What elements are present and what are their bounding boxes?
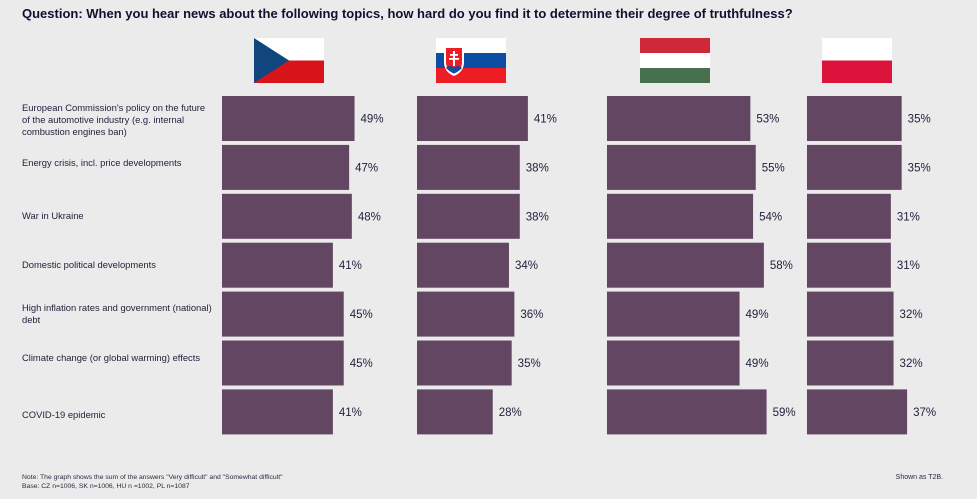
bar-cz	[222, 96, 355, 141]
bar-pl	[807, 340, 894, 386]
bar-value-label: 45%	[350, 309, 373, 321]
bar-pl	[807, 96, 902, 141]
category-label: European Commission's policy on the futu…	[22, 102, 206, 137]
bar-hu	[607, 242, 764, 288]
category-label: Domestic political developments	[22, 259, 156, 270]
czech-flag-icon	[254, 38, 324, 83]
bar-value-label: 37%	[913, 407, 936, 419]
footnote-line: Base: CZ n=1006, SK n=1006, HU n =1002, …	[22, 483, 190, 490]
bar-value-label: 28%	[499, 407, 522, 419]
bar-pl	[807, 291, 894, 337]
bar-hu	[607, 389, 767, 435]
bar-value-label: 49%	[746, 309, 769, 321]
bar-sk	[417, 144, 520, 190]
bar-value-label: 31%	[897, 260, 920, 272]
bar-value-label: 47%	[355, 162, 378, 174]
bar-value-label: 41%	[339, 260, 362, 272]
bar-sk	[417, 340, 512, 386]
bar-value-label: 35%	[908, 114, 931, 126]
bar-value-label: 54%	[759, 211, 782, 223]
category-label: War in Ukraine	[22, 210, 84, 221]
bar-value-label: 31%	[897, 211, 920, 223]
bar-value-label: 35%	[518, 358, 541, 370]
footnote: Note: The graph shows the sum of the ans…	[22, 473, 283, 491]
bar-sk	[417, 389, 493, 435]
bar-value-label: 58%	[770, 260, 793, 272]
bar-cz	[222, 242, 333, 288]
slovak-flag-icon	[436, 38, 506, 83]
bar-pl	[807, 389, 908, 435]
bar-pl	[807, 193, 891, 239]
bar-cz	[222, 340, 344, 386]
bar-value-label: 45%	[350, 358, 373, 370]
category-label: Climate change (or global warming) effec…	[22, 352, 201, 363]
bar-value-label: 53%	[756, 114, 779, 126]
bar-value-label: 55%	[762, 162, 785, 174]
bar-value-label: 32%	[900, 309, 923, 321]
bar-cz	[222, 193, 352, 239]
bar-hu	[607, 96, 751, 141]
bar-value-label: 38%	[526, 162, 549, 174]
bar-value-label: 41%	[534, 114, 557, 126]
bar-pl	[807, 242, 891, 288]
category-label: Energy crisis, incl. price developments	[22, 157, 182, 168]
category-label: High inflation rates and government (nat…	[22, 302, 212, 325]
footnote-line: Note: The graph shows the sum of the ans…	[22, 474, 283, 481]
hungarian-flag-icon	[640, 38, 710, 83]
bar-value-label: 49%	[746, 358, 769, 370]
shown-as-note: Shown as T2B.	[895, 474, 943, 481]
bar-value-label: 41%	[339, 407, 362, 419]
bar-hu	[607, 340, 740, 386]
bar-sk	[417, 242, 509, 288]
category-label: COVID-19 epidemic	[22, 409, 106, 420]
bar-value-label: 35%	[908, 162, 931, 174]
bar-pl	[807, 144, 902, 190]
bar-value-label: 49%	[361, 114, 384, 126]
chart-question-title: Question: When you hear news about the f…	[22, 6, 793, 21]
bar-sk	[417, 193, 520, 239]
bar-cz	[222, 389, 333, 435]
bar-sk	[417, 291, 515, 337]
bar-value-label: 32%	[900, 358, 923, 370]
bar-hu	[607, 193, 754, 239]
bar-hu	[607, 144, 756, 190]
bar-sk	[417, 96, 528, 141]
polish-flag-icon	[822, 38, 892, 83]
bar-value-label: 36%	[520, 309, 543, 321]
bar-cz	[222, 144, 350, 190]
bar-cz	[222, 291, 344, 337]
bar-value-label: 38%	[526, 211, 549, 223]
bar-value-label: 48%	[358, 211, 381, 223]
bar-hu	[607, 291, 740, 337]
bar-value-label: 34%	[515, 260, 538, 272]
bar-value-label: 59%	[773, 407, 796, 419]
